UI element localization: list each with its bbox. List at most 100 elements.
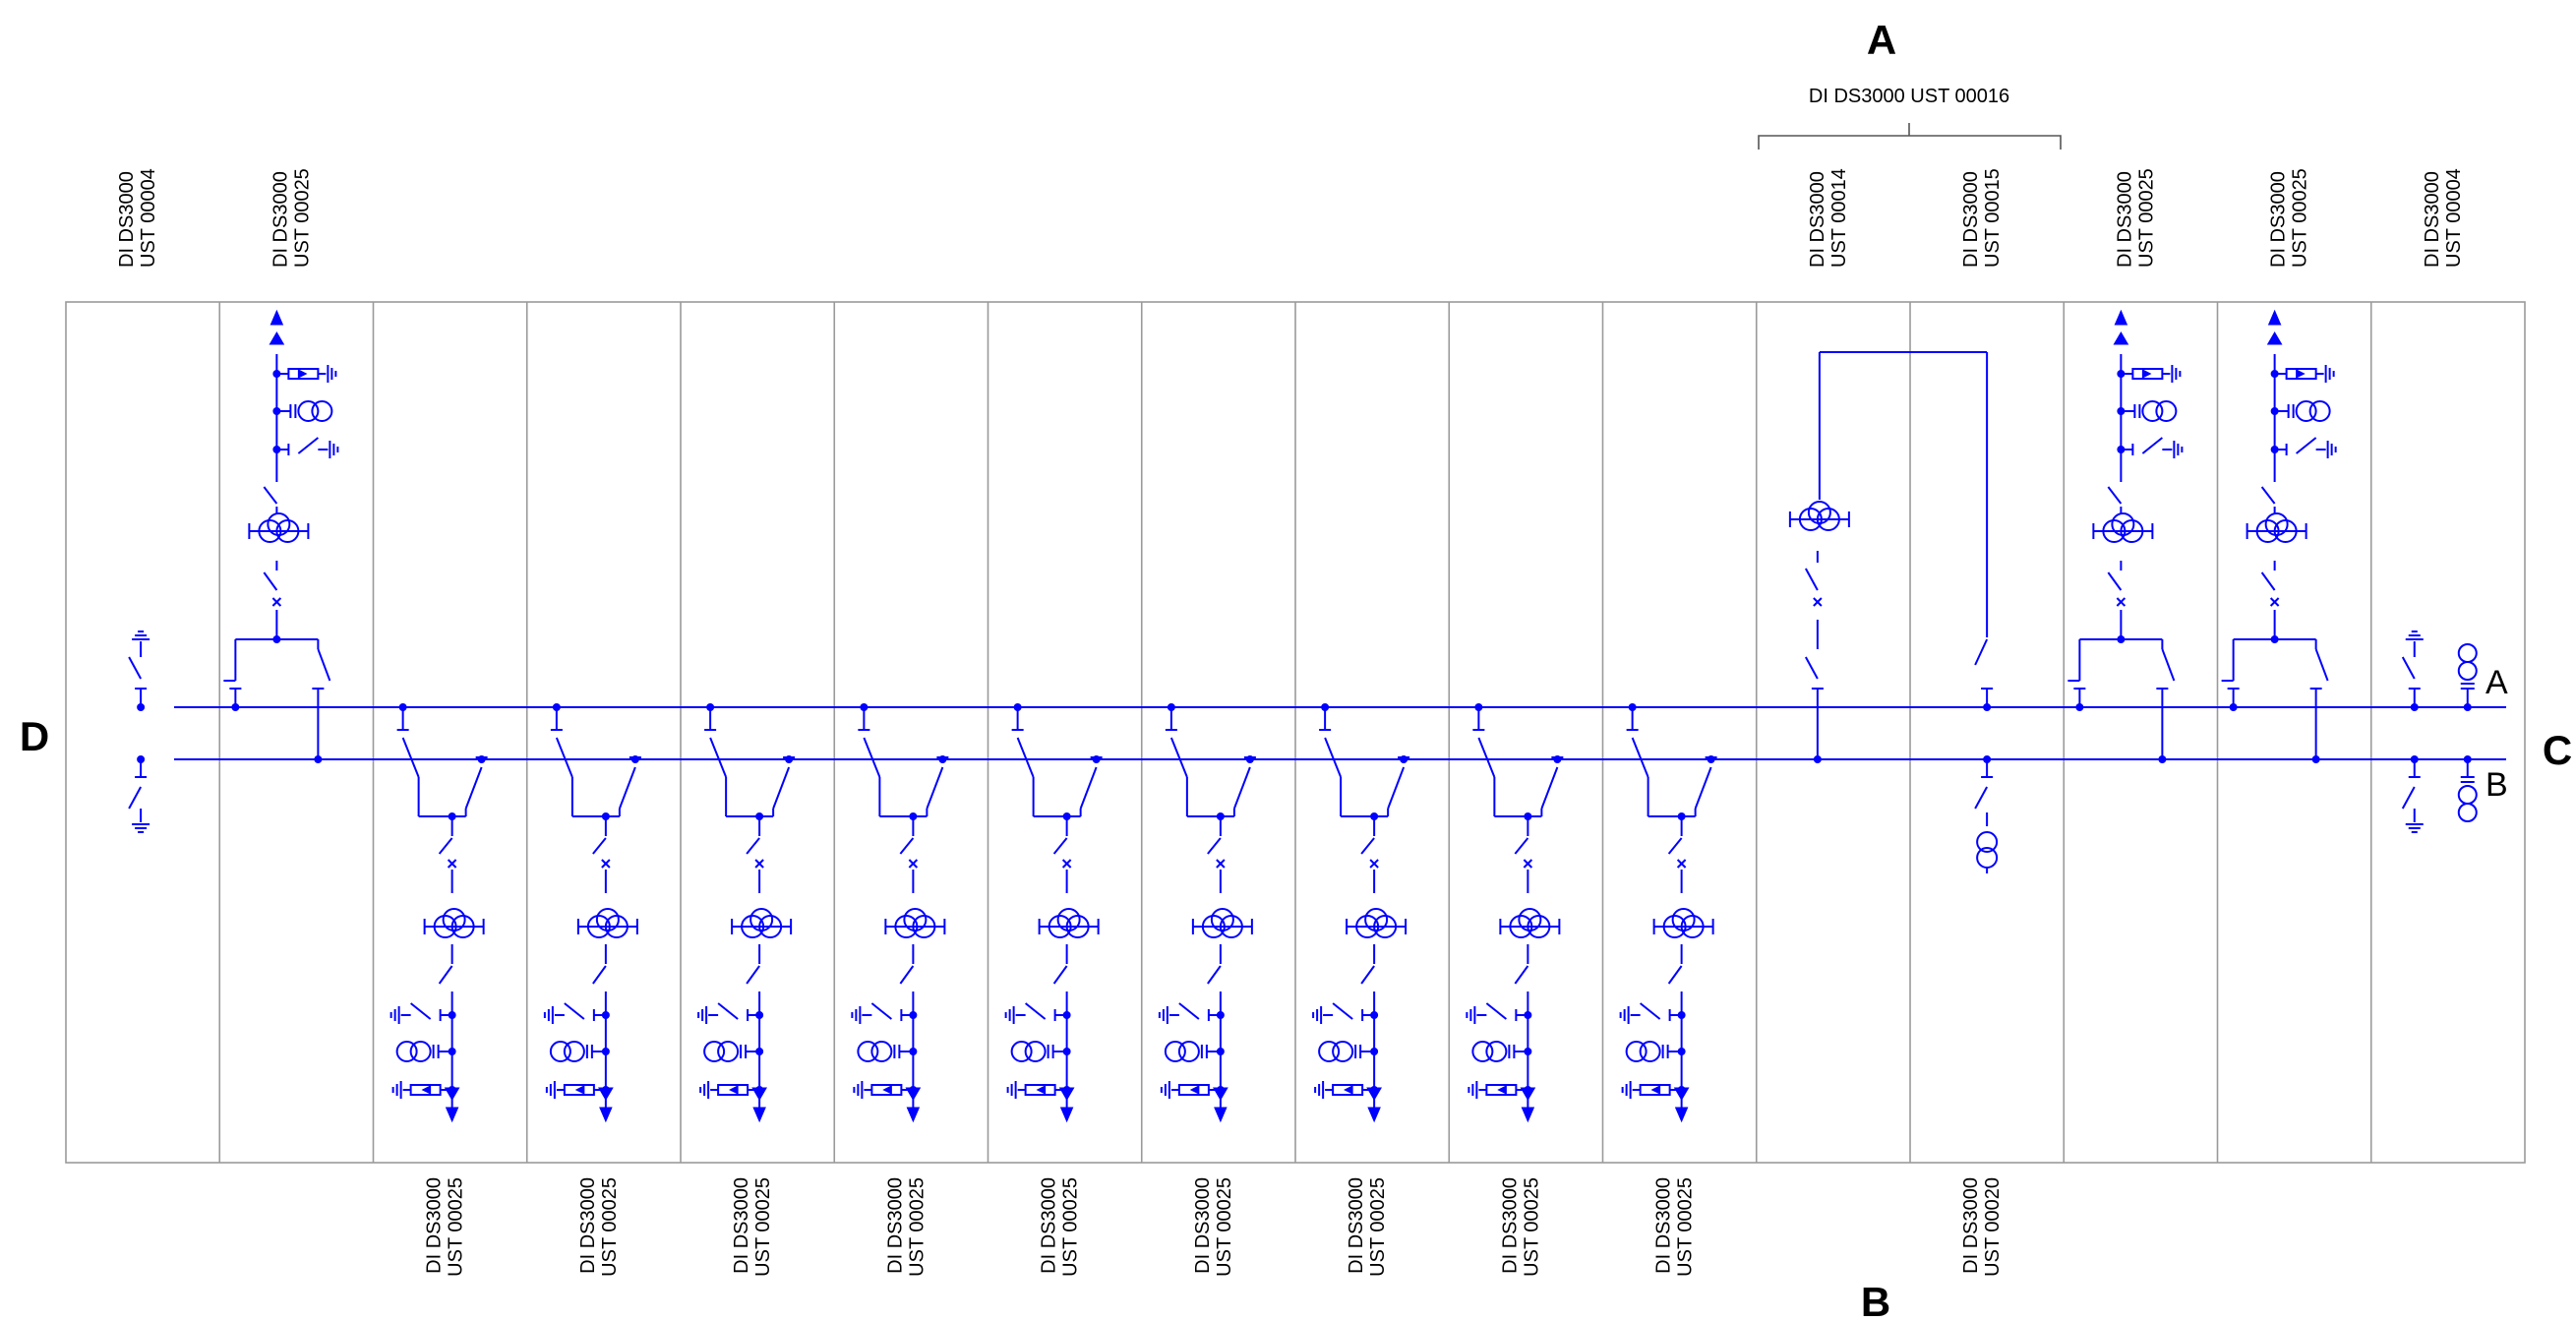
panel-bottom-label-p4: DI DS3000UST 00025	[577, 1177, 621, 1277]
voltage-transformer	[1318, 1041, 1375, 1062]
panel-top-label-p14: DI DS3000UST 00025	[2114, 168, 2157, 268]
surge-arrester	[1160, 1081, 1221, 1099]
feeder-up-p15	[2221, 309, 2337, 763]
junction-dot	[1707, 755, 1715, 763]
earth-icon	[1468, 1081, 1478, 1099]
bus-earthing-p1	[128, 631, 150, 833]
feeder-down-p4	[543, 703, 641, 1123]
breaker-mark	[1523, 859, 1533, 869]
junction-dot	[860, 703, 869, 711]
breaker-mark	[271, 597, 282, 607]
junction-dot	[1092, 755, 1101, 763]
edge-label-left: D	[20, 713, 49, 759]
edge-label-bottom: B	[1861, 1279, 1890, 1322]
current-transformer	[731, 908, 793, 938]
voltage-transformer	[1010, 1041, 1067, 1062]
surge-arrester	[391, 1081, 452, 1099]
junction-dot	[2075, 703, 2084, 711]
earthing-switch	[1619, 1002, 1682, 1024]
earth-icon	[697, 1006, 708, 1024]
bus-voltage-transformer-b	[2457, 755, 2478, 822]
voltage-transformer	[2274, 400, 2331, 422]
earth-icon	[2171, 365, 2182, 383]
feeder-down-p8	[1158, 703, 1256, 1123]
cable-down-arrow-icon	[598, 1087, 614, 1123]
junction-dot	[398, 703, 407, 711]
voltage-transformer	[857, 1041, 914, 1062]
earth-icon	[391, 1081, 402, 1099]
junction-dot	[2311, 755, 2320, 763]
earth-icon	[2405, 631, 2424, 640]
earth-icon	[1160, 1081, 1170, 1099]
earth-icon	[699, 1081, 710, 1099]
cable-down-arrow-icon	[1058, 1087, 1075, 1123]
feeder-down-p10	[1466, 703, 1564, 1123]
earthing-switch	[697, 1002, 760, 1024]
junction-dot	[314, 755, 323, 763]
surge-arrester	[1621, 1081, 1682, 1099]
cable-down-arrow-icon	[1673, 1087, 1690, 1123]
feeder-down-p5	[697, 703, 796, 1123]
earth-icon	[132, 631, 150, 640]
voltage-transformer	[549, 1041, 606, 1062]
bus-coupler	[1788, 351, 1999, 873]
earth-icon	[329, 441, 339, 458]
panel-bottom-label-p7: DI DS3000UST 00025	[1039, 1177, 1082, 1277]
junction-dot	[706, 703, 715, 711]
junction-dot	[785, 755, 794, 763]
earthing-switch	[276, 437, 339, 458]
panel-bottom-label-p11: DI DS3000UST 00025	[1653, 1177, 1697, 1277]
voltage-transformer	[1164, 1041, 1221, 1062]
junction-dot	[630, 755, 639, 763]
earth-icon	[1158, 1006, 1168, 1024]
surge-arrester	[2121, 365, 2182, 383]
group-label: DI DS3000 UST 00016	[1809, 86, 2009, 107]
panel-bottom-label-p10: DI DS3000UST 00025	[1499, 1177, 1542, 1277]
feeder-up-p2	[223, 309, 339, 763]
edge-label-right: C	[2543, 727, 2572, 773]
junction-dot	[1167, 703, 1175, 711]
earthing-switch	[1004, 1002, 1067, 1024]
panel-frames	[65, 301, 2526, 1164]
cable-down-arrow-icon	[1213, 1087, 1228, 1123]
surge-arrester	[1468, 1081, 1528, 1099]
junction-dot	[1983, 703, 1992, 711]
panel-symbols	[128, 309, 2478, 1123]
earthing-switch	[1466, 1002, 1528, 1024]
surge-arrester	[1314, 1081, 1375, 1099]
panel-bottom-label-p9: DI DS3000UST 00025	[1346, 1177, 1389, 1277]
breaker-mark	[1369, 859, 1379, 869]
earth-icon	[2326, 441, 2337, 458]
feeder-down-p9	[1312, 703, 1410, 1123]
earth-icon	[2324, 365, 2335, 383]
current-transformer	[884, 908, 946, 938]
panel-top-label-p15: DI DS3000UST 00025	[2268, 168, 2311, 268]
junction-dot	[1628, 703, 1637, 711]
surge-arrester	[276, 365, 337, 383]
cable-down-arrow-icon	[1366, 1087, 1383, 1123]
junction-dot	[1553, 755, 1562, 763]
earth-icon	[389, 1006, 400, 1024]
junction-dot	[2158, 755, 2167, 763]
feeder-up-p14	[2067, 309, 2184, 763]
breaker-mark	[1813, 597, 1823, 607]
junction-dot	[477, 755, 486, 763]
cable-down-arrow-icon	[905, 1087, 922, 1123]
surge-arrester	[853, 1081, 914, 1099]
feeder-down-p3	[389, 703, 488, 1123]
earth-icon	[1314, 1081, 1325, 1099]
breaker-mark	[601, 859, 611, 869]
current-transformer	[1788, 501, 1850, 531]
busbar-a-label: A	[2486, 664, 2508, 701]
breaker-mark	[2269, 597, 2280, 607]
voltage-transformer	[703, 1041, 760, 1062]
panel-bottom-label-p13: DI DS3000UST 00020	[1960, 1177, 2004, 1277]
earth-icon	[1312, 1006, 1323, 1024]
panel-bottom-label-p3: DI DS3000UST 00025	[424, 1177, 467, 1277]
voltage-transformer	[1625, 1041, 1682, 1062]
earth-icon	[2173, 441, 2184, 458]
panel-top-label-p12: DI DS3000UST 00014	[1807, 168, 1850, 268]
panel-bottom-label-p6: DI DS3000UST 00025	[884, 1177, 928, 1277]
earthing-switch	[1312, 1002, 1375, 1024]
